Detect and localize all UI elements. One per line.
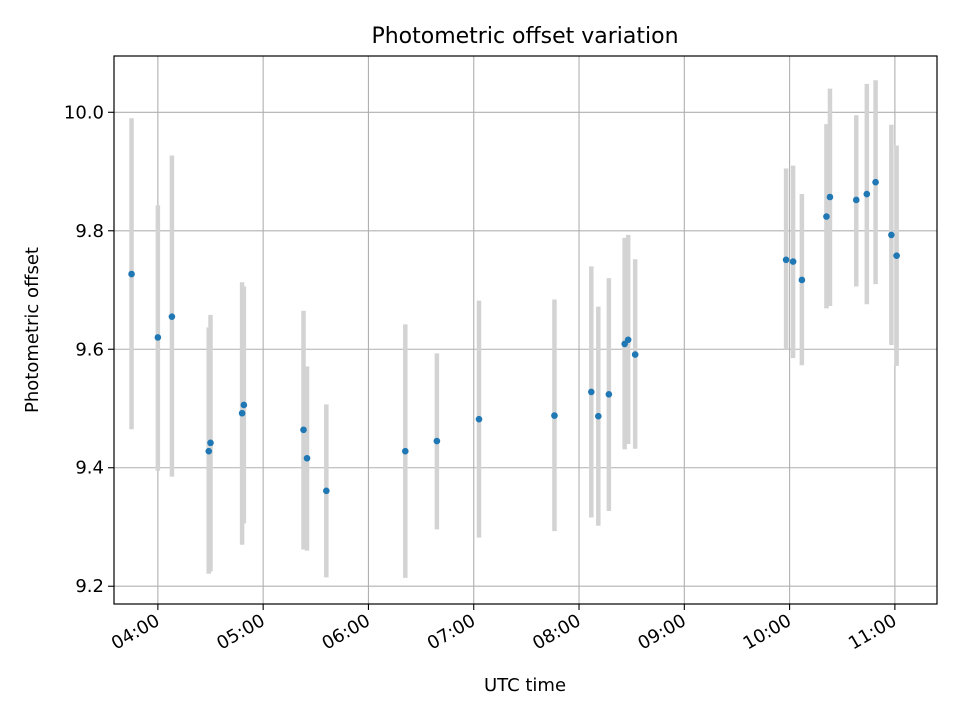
data-point bbox=[863, 190, 871, 198]
data-point bbox=[240, 401, 248, 409]
data-point bbox=[207, 439, 214, 447]
data-point bbox=[475, 415, 483, 423]
data-point bbox=[128, 270, 135, 278]
data-point bbox=[872, 178, 879, 186]
y-axis-label: Photometric offset bbox=[22, 247, 43, 413]
y-tick-label: 9.2 bbox=[75, 576, 104, 597]
data-point bbox=[595, 412, 602, 420]
data-point bbox=[798, 276, 806, 284]
data-point bbox=[631, 351, 639, 358]
y-tick-label: 9.8 bbox=[75, 221, 104, 242]
data-point bbox=[433, 437, 441, 445]
data-point bbox=[888, 231, 895, 239]
data-point bbox=[782, 256, 790, 264]
tick-layer: 04:00 05:00 06:00 07:00 08:00 09:00 10:00 11:00… bbox=[64, 102, 900, 654]
data-point bbox=[826, 193, 834, 201]
data-point bbox=[323, 487, 330, 495]
chart-title: Photometric offset variation bbox=[371, 24, 678, 49]
y-tick-label: 9.4 bbox=[75, 458, 104, 479]
plot-frame bbox=[113, 55, 938, 605]
data-point bbox=[303, 454, 311, 462]
data-point bbox=[823, 213, 830, 220]
y-tick-label: 9.6 bbox=[75, 339, 104, 360]
data-point bbox=[205, 447, 213, 455]
data-point bbox=[300, 426, 307, 434]
point-layer bbox=[128, 178, 900, 495]
data-point bbox=[551, 412, 558, 419]
data-point bbox=[605, 390, 613, 398]
data-point bbox=[588, 388, 595, 396]
data-point bbox=[624, 336, 632, 344]
y-tick-label: 10.0 bbox=[64, 102, 104, 123]
data-point bbox=[893, 252, 900, 259]
data-point bbox=[154, 334, 162, 341]
data-point bbox=[401, 447, 409, 455]
x-axis-label: UTC time bbox=[484, 675, 566, 696]
data-point bbox=[852, 196, 860, 204]
data-point bbox=[238, 409, 246, 417]
data-point bbox=[789, 258, 797, 265]
data-point bbox=[168, 313, 176, 320]
